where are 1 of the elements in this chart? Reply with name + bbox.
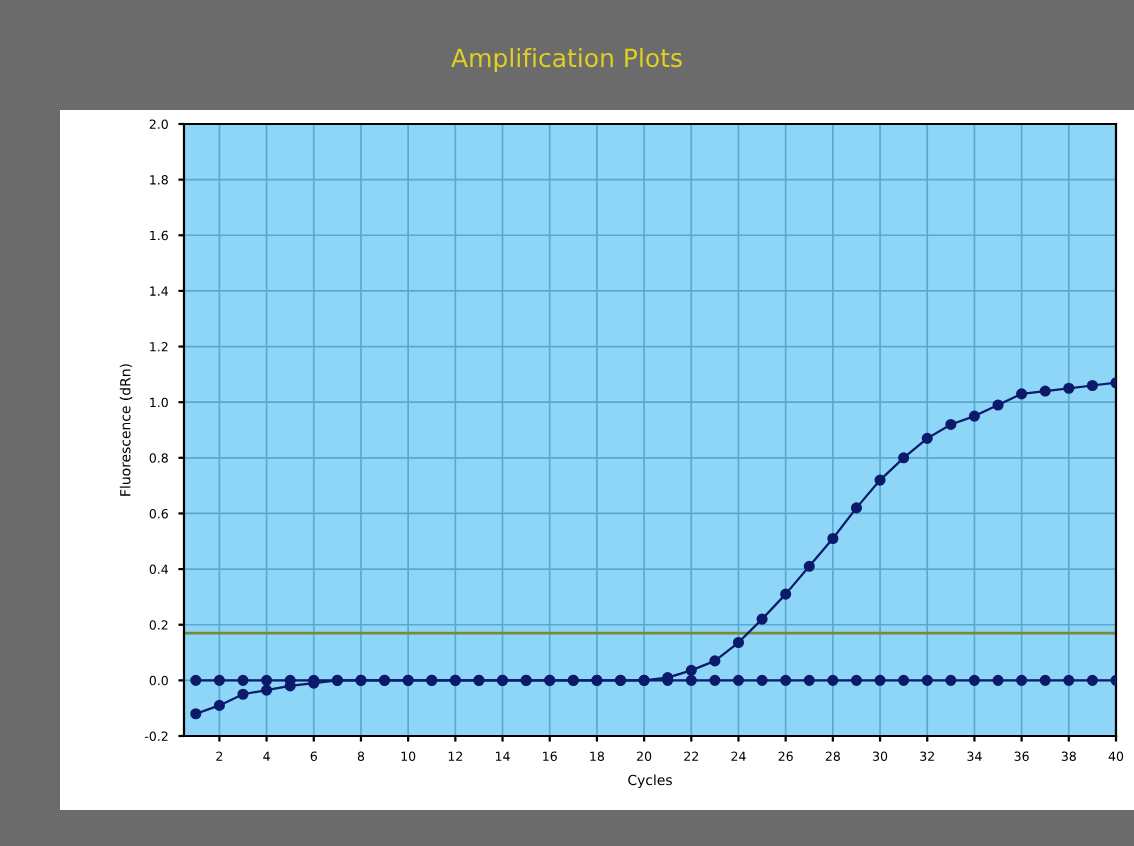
chart-title: Amplification Plots	[451, 47, 682, 73]
